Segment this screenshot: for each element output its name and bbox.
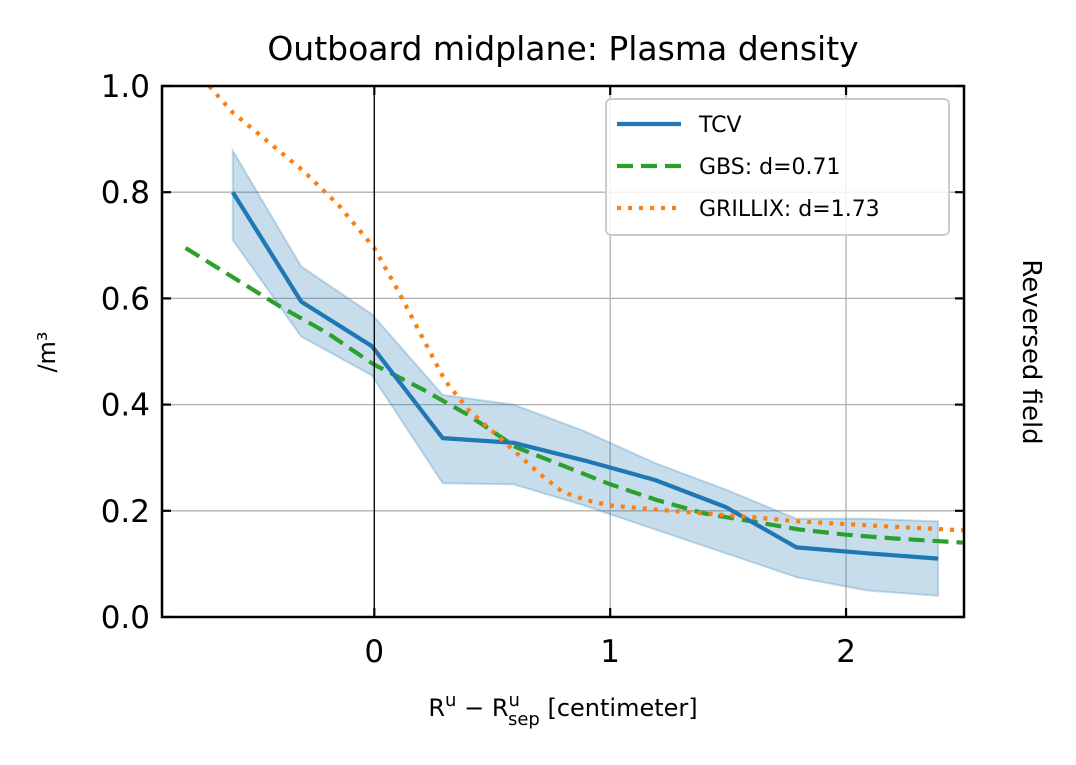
x-axis-label: Ru − Ru sep [centimeter]	[428, 690, 697, 730]
legend-label: GRILLIX: d=1.73	[699, 197, 880, 222]
y-tick-label: 0.0	[101, 600, 150, 636]
series-lines	[184, 84, 965, 561]
x-tick-label: 2	[836, 634, 856, 670]
side-label: Reversed field	[1016, 259, 1046, 444]
plot-frame	[160, 84, 966, 619]
chart-title: Outboard midplane: Plasma density	[267, 29, 858, 68]
y-tick-label: 0.4	[101, 388, 150, 424]
legend-label: GBS: d=0.71	[699, 155, 841, 180]
axis-ticks: 0.0 0.2 0.4 0.6 0.8 1.0 0 1 2	[101, 69, 964, 670]
legend-box	[605, 98, 950, 236]
legend-label: TCV	[698, 113, 742, 138]
y-tick-label: 0.8	[101, 175, 150, 211]
x-tick-label: 1	[600, 634, 620, 670]
legend: TCV GBS: d=0.71 GRILLIX: d=1.73	[605, 98, 950, 236]
y-tick-label: 0.6	[101, 281, 150, 317]
y-tick-label: 1.0	[101, 69, 150, 105]
series-line-gbs	[184, 246, 965, 545]
y-axis-label: /m³	[33, 331, 61, 372]
x-tick-label: 0	[364, 634, 384, 670]
series-line-tcv	[231, 191, 939, 561]
y-tick-label: 0.2	[101, 494, 150, 530]
